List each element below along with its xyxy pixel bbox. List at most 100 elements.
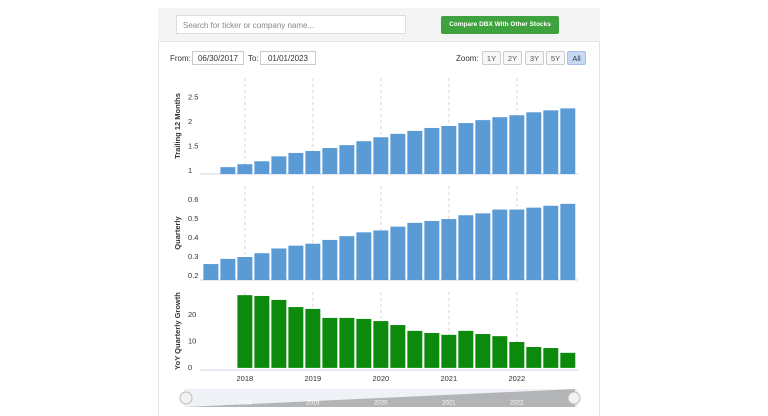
bar (424, 220, 440, 280)
zoom-button[interactable]: 3Y (525, 51, 544, 65)
zoom-button[interactable]: 1Y (482, 51, 501, 65)
zoom-button[interactable]: 5Y (546, 51, 565, 65)
bar (509, 341, 525, 368)
compare-button[interactable]: Compare DBX With Other Stocks (441, 16, 559, 34)
bar (492, 209, 508, 280)
bar (305, 243, 321, 280)
bar (373, 321, 389, 368)
bar (560, 108, 576, 174)
bar (322, 317, 338, 368)
navigator-label: 2020 (374, 401, 388, 407)
x-tick-label: 2018 (237, 374, 254, 383)
bar (458, 215, 474, 280)
bar (254, 161, 270, 174)
search-input[interactable]: Search for ticker or company name... (176, 15, 406, 34)
bar (390, 226, 406, 280)
navigator-label: 2022 (510, 401, 524, 407)
bar (322, 239, 338, 280)
bar (526, 112, 542, 174)
navigator-handle[interactable] (179, 391, 193, 405)
to-date[interactable]: 01/01/2023 (260, 51, 316, 65)
bar (373, 137, 389, 174)
bar (407, 130, 423, 174)
x-tick-label: 2021 (440, 374, 457, 383)
bar (441, 126, 457, 174)
y-tick-label: 0.2 (188, 271, 198, 280)
bar (305, 150, 321, 174)
x-tick-label: 2022 (508, 374, 525, 383)
bar (339, 236, 355, 280)
from-date[interactable]: 06/30/2017 (192, 51, 244, 65)
bar (475, 213, 491, 280)
bar (237, 295, 253, 368)
bar (271, 248, 287, 280)
bar (271, 299, 287, 368)
bar (475, 120, 491, 174)
bar (441, 219, 457, 280)
navigator-label: 2019 (306, 401, 320, 407)
from-label: From: (170, 54, 191, 63)
bar (560, 352, 576, 368)
y-tick-label: 20 (188, 310, 196, 319)
bar (458, 123, 474, 174)
bar (509, 115, 525, 174)
bar (543, 205, 559, 280)
zoom-button[interactable]: All (567, 51, 586, 65)
navigator-series (186, 389, 575, 407)
zoom-button[interactable]: 2Y (503, 51, 522, 65)
bar (390, 133, 406, 174)
bar (288, 307, 304, 368)
bar (254, 295, 270, 368)
bar (356, 318, 372, 368)
y-axis-title: Trailing 12 Months (173, 93, 182, 159)
y-tick-label: 0.4 (188, 233, 198, 242)
bar (356, 232, 372, 280)
bar (543, 110, 559, 174)
navigator-label: 2021 (442, 401, 456, 407)
bar (322, 148, 338, 174)
bar (339, 317, 355, 368)
y-tick-label: 2 (188, 117, 192, 126)
y-tick-label: 1.5 (188, 142, 198, 151)
navigator-handle[interactable] (567, 391, 581, 405)
bar (526, 207, 542, 280)
navigator-label: 2018 (238, 401, 252, 407)
bar (356, 141, 372, 174)
y-axis-title: Quarterly (173, 216, 182, 250)
to-label: To: (248, 54, 259, 63)
bar (203, 264, 219, 280)
y-tick-label: 0.3 (188, 252, 198, 261)
bar (475, 334, 491, 368)
bar (271, 156, 287, 174)
y-tick-label: 0.5 (188, 214, 198, 223)
x-tick-label: 2019 (305, 374, 322, 383)
y-tick-label: 1 (188, 166, 192, 175)
bar (424, 127, 440, 174)
bar (288, 152, 304, 174)
bar (560, 203, 576, 280)
bar (407, 222, 423, 280)
y-axis-title: YoY Quarterly Growth (173, 292, 182, 370)
y-tick-label: 2.5 (188, 93, 198, 102)
zoom-label: Zoom: (456, 54, 479, 63)
bar (305, 308, 321, 368)
bar (288, 245, 304, 280)
bar (254, 253, 270, 280)
bar (492, 117, 508, 174)
bar (237, 257, 253, 280)
bar (407, 330, 423, 368)
bar (424, 332, 440, 368)
bar (458, 330, 474, 368)
y-tick-label: 10 (188, 336, 196, 345)
bar (339, 145, 355, 174)
y-tick-label: 0 (188, 363, 192, 372)
bar (509, 209, 525, 280)
bar (441, 334, 457, 368)
bar (390, 325, 406, 368)
bar (220, 258, 236, 280)
bar (492, 336, 508, 368)
bar (373, 230, 389, 280)
bar (543, 348, 559, 368)
